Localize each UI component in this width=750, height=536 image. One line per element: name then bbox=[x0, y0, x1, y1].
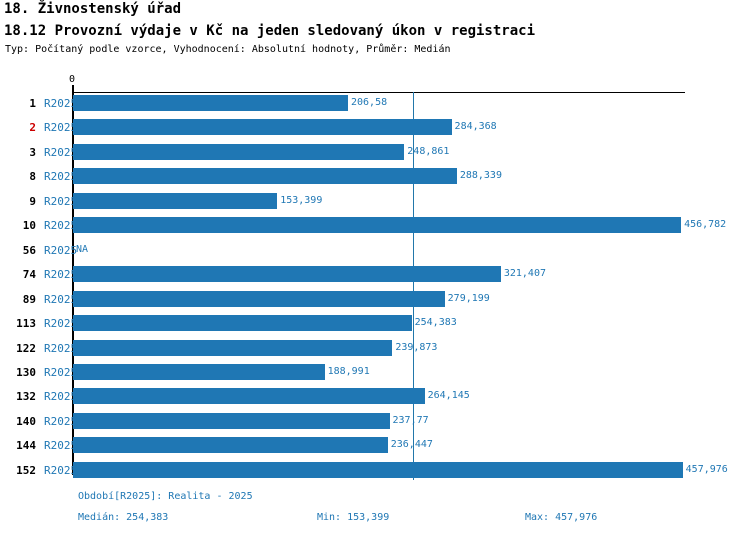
bar-row: 130 R2025 188,991 bbox=[0, 362, 750, 386]
row-series-label: R2025 bbox=[44, 390, 78, 404]
row-index-label: 3 bbox=[29, 145, 36, 159]
bar[interactable] bbox=[73, 363, 325, 380]
row-series-label: R2025 bbox=[44, 194, 78, 208]
bar[interactable] bbox=[73, 412, 390, 429]
row-index-label: 89 bbox=[22, 292, 36, 306]
row-index-label: 8 bbox=[29, 170, 36, 184]
bar-row: 113 R2025 254,383 bbox=[0, 313, 750, 337]
bar-row: 9 R2025 153,399 bbox=[0, 191, 750, 215]
bar-row: 89 R2025 279,199 bbox=[0, 289, 750, 313]
row-index-label: 152 bbox=[16, 463, 36, 477]
row-index-label: 130 bbox=[16, 365, 36, 379]
row-index-label: 9 bbox=[29, 194, 36, 208]
bar-value-label: 188,991 bbox=[327, 365, 370, 377]
bar[interactable] bbox=[73, 192, 278, 209]
bar-value-label: 284,368 bbox=[454, 121, 497, 133]
bar[interactable] bbox=[73, 290, 445, 307]
row-index-label: 132 bbox=[16, 390, 36, 404]
footer-min: Min: 153,399 bbox=[317, 512, 390, 523]
bar[interactable] bbox=[73, 95, 348, 111]
bar-row: 152 R2025 457,976 bbox=[0, 460, 750, 484]
chart-meta-line: Typ: Počítaný podle vzorce, Vyhodnocení:… bbox=[5, 44, 451, 55]
row-series-label: R2025 bbox=[44, 268, 78, 282]
bar-row: 144 R2025 236,447 bbox=[0, 435, 750, 459]
bar-value-label: 153,399 bbox=[280, 194, 323, 206]
bar-value-label: 457,976 bbox=[685, 463, 728, 475]
bar[interactable] bbox=[73, 461, 683, 478]
row-series-label: R2025 bbox=[44, 97, 78, 110]
bar-value-label: 248,861 bbox=[407, 145, 450, 157]
row-index-label: 144 bbox=[16, 439, 36, 453]
bar-row: 56 R2025 NA bbox=[0, 240, 750, 264]
row-index-label: 1 bbox=[29, 97, 36, 110]
bar[interactable] bbox=[73, 266, 501, 283]
bar-row: 132 R2025 264,145 bbox=[0, 386, 750, 410]
bar-row: 74 R2025 321,407 bbox=[0, 264, 750, 288]
bar-row: 2 R2025 284,368 bbox=[0, 117, 750, 141]
bar-value-label: 239,873 bbox=[395, 341, 438, 353]
bar-row: 3 R2025 248,861 bbox=[0, 142, 750, 166]
axis-zero-tick-label: 0 bbox=[69, 74, 76, 85]
row-series-label: R2025 bbox=[44, 121, 78, 135]
bar-value-label: 456,782 bbox=[684, 219, 727, 231]
row-series-label: R2025 bbox=[44, 243, 78, 257]
bar[interactable] bbox=[73, 388, 425, 405]
bar[interactable] bbox=[73, 437, 388, 454]
footer-period: Období[R2025]: Realita - 2025 bbox=[78, 491, 253, 502]
bar-value-label: 206,58 bbox=[350, 97, 388, 108]
bar-value-label: 321,407 bbox=[503, 268, 546, 280]
footer-max: Max: 457,976 bbox=[525, 512, 598, 523]
bar-value-label: 288,339 bbox=[459, 170, 502, 182]
bar[interactable] bbox=[73, 143, 405, 160]
row-index-label: 74 bbox=[22, 268, 36, 282]
bar-value-label: 236,447 bbox=[390, 439, 433, 451]
footer-median: Medián: 254,383 bbox=[78, 512, 169, 523]
row-series-label: R2025 bbox=[44, 317, 78, 331]
row-series-label: R2025 bbox=[44, 463, 78, 477]
median-reference-line bbox=[413, 92, 414, 480]
bar-row: 122 R2025 239,873 bbox=[0, 338, 750, 362]
bar-value-label: 254,383 bbox=[414, 317, 457, 329]
bar-value-label: 264,145 bbox=[427, 390, 470, 402]
bar[interactable] bbox=[73, 119, 452, 136]
row-series-label: R2025 bbox=[44, 145, 78, 159]
row-series-label: R2025 bbox=[44, 365, 78, 379]
bar[interactable] bbox=[73, 168, 457, 185]
bar-na-label: NA bbox=[76, 243, 89, 255]
row-index-label: 10 bbox=[22, 219, 36, 233]
row-index-label: 113 bbox=[16, 317, 36, 331]
row-series-label: R2025 bbox=[44, 292, 78, 306]
bar-row: 8 R2025 288,339 bbox=[0, 166, 750, 190]
row-index-label: 56 bbox=[22, 243, 36, 257]
bar[interactable] bbox=[73, 315, 412, 332]
row-series-label: R2025 bbox=[44, 439, 78, 453]
row-series-label: R2025 bbox=[44, 170, 78, 184]
axis-top-line bbox=[73, 92, 685, 93]
page-title: 18. Živnostenský úřad bbox=[4, 1, 182, 17]
bar-value-label: 237,77 bbox=[392, 414, 429, 426]
row-index-label: 122 bbox=[16, 341, 36, 355]
bar-row: 140 R2025 237,77 bbox=[0, 411, 750, 435]
row-index-label: 2 bbox=[29, 121, 36, 135]
bar[interactable] bbox=[73, 217, 682, 234]
row-series-label: R2025 bbox=[44, 414, 78, 428]
chart-subtitle: 18.12 Provozní výdaje v Kč na jeden sled… bbox=[4, 23, 536, 39]
bar-value-label: 279,199 bbox=[447, 292, 490, 304]
bar-row: 10 R2025 456,782 bbox=[0, 215, 750, 239]
row-series-label: R2025 bbox=[44, 219, 78, 233]
bar[interactable] bbox=[73, 339, 393, 356]
row-series-label: R2025 bbox=[44, 341, 78, 355]
row-index-label: 140 bbox=[16, 414, 36, 428]
bar-row: 1 R2025 206,58 bbox=[0, 93, 750, 117]
